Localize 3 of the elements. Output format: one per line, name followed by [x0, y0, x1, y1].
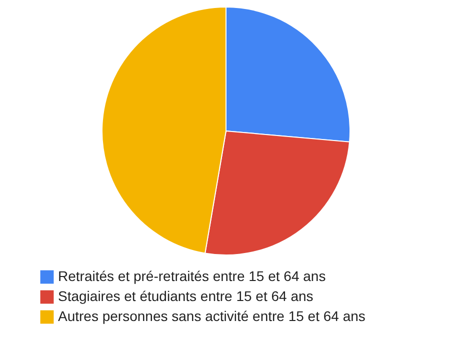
legend-label: Autres personnes sans activité entre 15 et 64 ans [58, 308, 366, 324]
legend-label: Retraités et pré-retraités entre 15 et 64 ans [58, 268, 326, 284]
legend-label: Stagiaires et étudiants entre 15 et 64 ans [58, 288, 314, 304]
